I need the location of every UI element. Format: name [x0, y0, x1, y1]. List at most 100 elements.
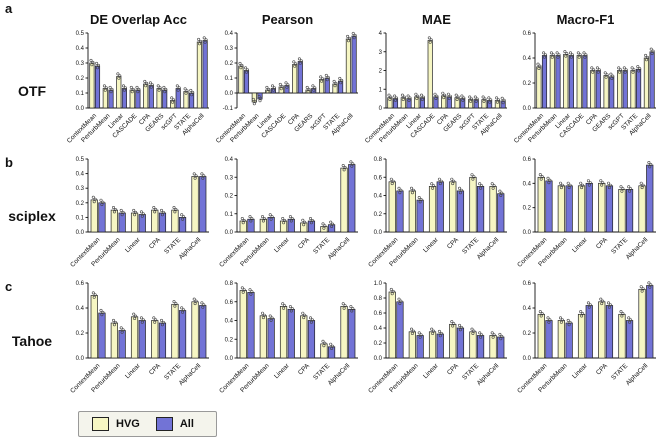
svg-text:STATE: STATE	[163, 362, 183, 382]
svg-text:0.0: 0.0	[76, 106, 85, 112]
svg-text:0.4: 0.4	[523, 56, 532, 62]
svg-text:0.6: 0.6	[76, 281, 85, 287]
svg-text:0.2: 0.2	[225, 194, 234, 200]
svg-text:Linear: Linear	[124, 236, 142, 254]
svg-text:0.4: 0.4	[225, 31, 234, 37]
svg-text:0.3: 0.3	[225, 175, 234, 181]
svg-text:0.5: 0.5	[76, 31, 85, 37]
col-title-pearson: Pearson	[261, 12, 314, 27]
legend-label-all: All	[179, 417, 194, 430]
svg-text:0.5: 0.5	[76, 157, 85, 163]
svg-text:3: 3	[379, 50, 383, 56]
svg-text:CPA: CPA	[297, 236, 312, 251]
svg-text:AlphaCell: AlphaCell	[476, 236, 501, 261]
svg-text:0.4: 0.4	[225, 157, 234, 163]
svg-text:STATE: STATE	[461, 362, 481, 382]
svg-text:0.1: 0.1	[225, 212, 234, 218]
chart-tahoe-de-overlap-acc: 0.0 0.2 0.4 0.6 ContextMean PerturbMean Linear…	[64, 278, 213, 404]
svg-text:0.0: 0.0	[76, 356, 85, 362]
svg-text:AlphaCell: AlphaCell	[327, 236, 352, 261]
row-label-otf: OTF	[18, 83, 46, 99]
svg-text:1: 1	[379, 87, 383, 93]
legend-swatch-all	[155, 416, 173, 431]
svg-text:0.4: 0.4	[76, 46, 85, 52]
svg-text:0.2: 0.2	[374, 212, 383, 218]
svg-text:0.6: 0.6	[523, 157, 532, 163]
svg-text:STATE: STATE	[312, 362, 332, 382]
svg-text:0.0: 0.0	[523, 356, 532, 362]
svg-text:CPA: CPA	[446, 236, 461, 251]
svg-text:0.0: 0.0	[374, 230, 383, 236]
svg-text:STATE: STATE	[461, 236, 481, 256]
legend-label-hvg: HVG	[116, 417, 140, 430]
legend-row: HVG All	[0, 404, 362, 443]
row-label-sciplex: sciplex	[8, 208, 56, 224]
svg-text:STATE: STATE	[610, 362, 630, 382]
svg-text:AlphaCell: AlphaCell	[625, 362, 650, 387]
svg-text:AlphaCell: AlphaCell	[625, 236, 650, 261]
col-title-de-overlap-acc: DE Overlap Acc	[89, 12, 188, 27]
svg-text:0.0: 0.0	[76, 230, 85, 236]
svg-text:0.6: 0.6	[374, 175, 383, 181]
svg-text:0.4: 0.4	[523, 306, 532, 312]
svg-text:0.0: 0.0	[374, 356, 383, 362]
svg-text:0.0: 0.0	[225, 230, 234, 236]
svg-text:STATE: STATE	[610, 236, 630, 256]
svg-text:0.6: 0.6	[225, 300, 234, 306]
chart-sciplex-de-overlap-acc: 0.0 0.1 0.2 0.3 0.4 0.5 ContextMean PerturbMean…	[64, 154, 213, 278]
svg-text:CPA: CPA	[595, 236, 610, 251]
panel-letter-a: a	[5, 1, 13, 16]
svg-text:0.2: 0.2	[225, 337, 234, 343]
svg-text:0.8: 0.8	[374, 157, 383, 163]
svg-text:AlphaCell: AlphaCell	[178, 236, 203, 261]
svg-text:0.2: 0.2	[76, 201, 85, 207]
svg-text:0.2: 0.2	[523, 206, 532, 212]
chart-otf-pearson: -0.1 0.0 0.1 0.2 0.3 0.4 ContextMean PerturbMea…	[213, 28, 362, 154]
svg-text:0.1: 0.1	[225, 76, 234, 82]
svg-text:CPA: CPA	[595, 362, 610, 377]
svg-text:0.2: 0.2	[76, 76, 85, 82]
panel-letter-b: b	[5, 155, 13, 170]
svg-text:AlphaCell: AlphaCell	[178, 362, 203, 387]
svg-text:0.0: 0.0	[523, 230, 532, 236]
svg-text:Linear: Linear	[124, 362, 142, 380]
row-label-sciplex-cell: b sciplex	[0, 154, 64, 278]
svg-text:0.0: 0.0	[523, 106, 532, 112]
legend-swatch-hvg	[92, 416, 109, 431]
svg-text:Linear: Linear	[571, 362, 589, 380]
col-title-macro-f1: Macro-F1	[556, 12, 615, 27]
svg-text:0.4: 0.4	[523, 181, 532, 187]
svg-text:0.6: 0.6	[374, 311, 383, 317]
row-label-tahoe-cell: c Tahoe	[0, 278, 64, 404]
svg-text:0.1: 0.1	[76, 91, 85, 97]
svg-text:0.2: 0.2	[225, 61, 234, 67]
row-label-otf-cell: OTF	[0, 28, 64, 154]
chart-tahoe-macro-f1: 0.0 0.2 0.4 0.6 ContextMean PerturbMean Linear…	[511, 278, 660, 404]
chart-tahoe-mae: 0.0 0.2 0.4 0.6 0.8 1.0 ContextMean PerturbMean…	[362, 278, 511, 404]
chart-tahoe-pearson: 0.0 0.2 0.4 0.6 0.8 ContextMean PerturbMean Lin…	[213, 278, 362, 404]
svg-text:Linear: Linear	[422, 236, 440, 254]
svg-text:0: 0	[379, 106, 383, 112]
legend: HVG All	[78, 410, 217, 437]
svg-text:Linear: Linear	[273, 362, 291, 380]
chart-otf-macro-f1: 0.0 0.2 0.4 0.6 ContextMean PerturbMean Linear…	[511, 28, 660, 154]
svg-text:4: 4	[379, 31, 383, 37]
svg-text:0.1: 0.1	[76, 215, 85, 221]
svg-text:0.6: 0.6	[523, 31, 532, 37]
svg-text:0.3: 0.3	[76, 186, 85, 192]
chart-otf-de-overlap-acc: 0.0 0.1 0.2 0.3 0.4 0.5 ContextMean PerturbMean…	[64, 28, 213, 154]
svg-text:Linear: Linear	[422, 362, 440, 380]
svg-text:0.4: 0.4	[76, 172, 85, 178]
svg-text:0.4: 0.4	[225, 319, 234, 325]
row-label-tahoe: Tahoe	[11, 333, 53, 349]
svg-text:0.0: 0.0	[225, 91, 234, 97]
svg-text:0.3: 0.3	[225, 46, 234, 52]
svg-text:0.4: 0.4	[374, 326, 383, 332]
svg-text:0.2: 0.2	[374, 341, 383, 347]
svg-text:CPA: CPA	[148, 236, 163, 251]
svg-text:-0.1: -0.1	[223, 106, 234, 112]
panel-letter-c: c	[5, 279, 13, 294]
svg-text:0.6: 0.6	[523, 281, 532, 287]
svg-text:STATE: STATE	[312, 236, 332, 256]
